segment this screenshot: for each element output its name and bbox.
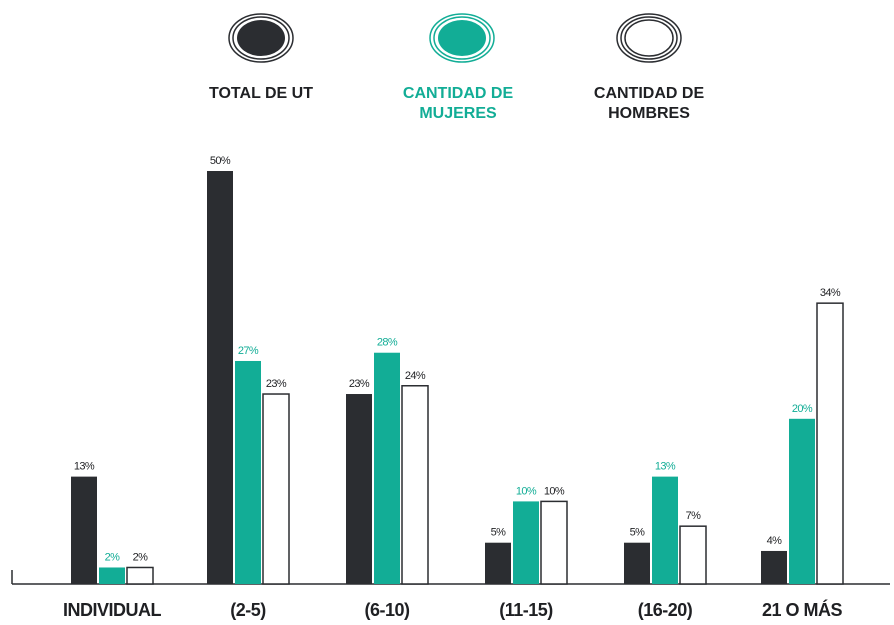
bar-5-0	[761, 550, 787, 584]
bar-5-2	[816, 302, 844, 585]
legend-swatch-hombres	[614, 12, 684, 69]
legend-label-hombres: CANTIDAD DE HOMBRES	[593, 85, 705, 122]
bar-1-1	[235, 360, 261, 584]
data-label-0-1: 2%	[105, 551, 121, 563]
category-label-4: (16-20)	[638, 600, 693, 620]
data-label-3-1: 10%	[516, 485, 537, 497]
legend-swatch-mujeres	[427, 12, 497, 69]
bar-1-0	[207, 171, 233, 584]
data-label-1-1: 27%	[238, 345, 259, 357]
bar-0-0	[71, 476, 97, 584]
data-label-4-1: 13%	[655, 461, 676, 473]
data-label-0-0: 13%	[74, 461, 95, 473]
data-label-4-2: 7%	[686, 510, 702, 522]
category-label-0: INDIVIDUAL	[63, 600, 162, 620]
data-label-5-2: 34%	[820, 287, 841, 299]
data-label-3-0: 5%	[491, 527, 507, 539]
data-label-5-0: 4%	[767, 535, 783, 547]
data-label-1-2: 23%	[266, 378, 287, 390]
data-label-2-2: 24%	[405, 370, 426, 382]
category-label-3: (11-15)	[499, 600, 553, 620]
bar-4-1	[652, 476, 678, 584]
legend-label-total: TOTAL DE UT	[209, 85, 313, 102]
bar-4-2	[679, 525, 707, 585]
bar-0-1	[99, 567, 125, 584]
bar-2-0	[346, 394, 372, 584]
category-label-1: (2-5)	[230, 600, 266, 620]
category-label-2: (6-10)	[364, 600, 410, 620]
data-label-3-2: 10%	[544, 485, 565, 497]
bar-3-2	[540, 500, 568, 585]
bar-4-0	[624, 542, 650, 584]
bar-0-2	[126, 566, 154, 585]
bar-2-1	[374, 352, 400, 584]
bar-2-2	[401, 385, 429, 585]
data-label-2-0: 23%	[349, 378, 370, 390]
bar-5-1	[789, 418, 815, 584]
bar-3-0	[485, 542, 511, 584]
legend-label-mujeres: CANTIDAD DE MUJERES	[402, 85, 514, 122]
data-label-1-0: 50%	[210, 155, 231, 167]
data-label-0-2: 2%	[133, 551, 149, 563]
bar-1-2	[262, 393, 290, 585]
legend-swatch-total	[226, 12, 296, 69]
data-label-2-1: 28%	[377, 337, 398, 349]
bar-3-1	[513, 501, 539, 584]
data-label-4-0: 5%	[630, 527, 646, 539]
category-label-5: 21 O MÁS	[762, 599, 843, 620]
data-label-5-1: 20%	[792, 403, 813, 415]
